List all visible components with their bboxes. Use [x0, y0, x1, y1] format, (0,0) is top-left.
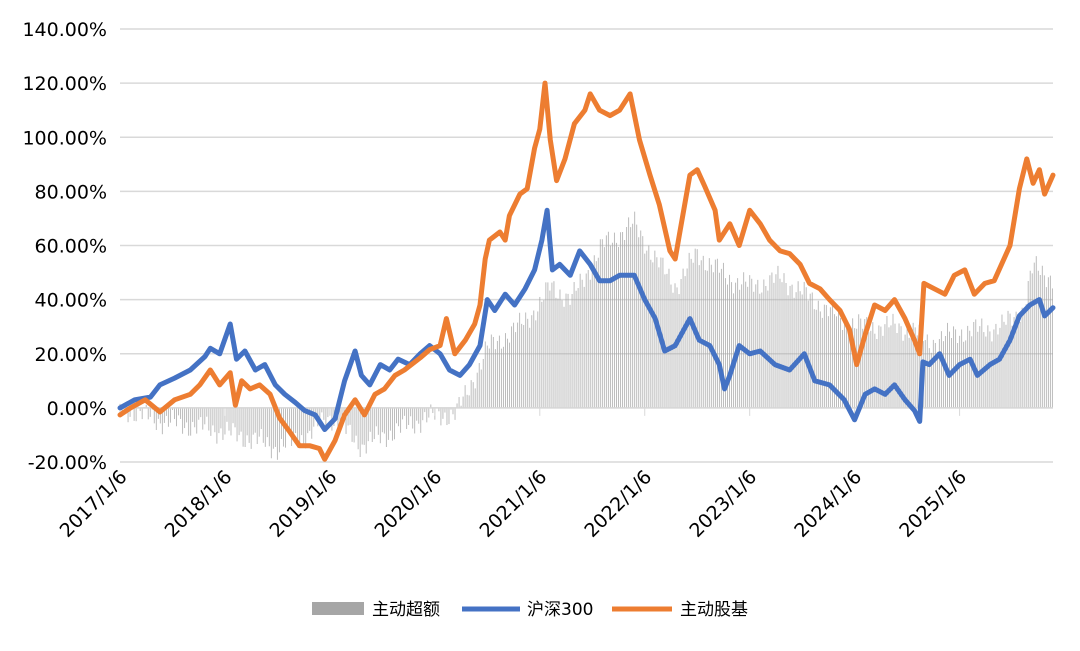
y-tick-label: 140.00% — [22, 19, 107, 41]
x-tick-label: 2020/1/6 — [370, 466, 446, 542]
y-axis-labels: -20.00% 0.00% 20.00% 40.00% 60.00% 80.00% 100.… — [22, 19, 107, 474]
y-tick-label: 80.00% — [35, 181, 107, 203]
legend-swatch-excess — [312, 602, 364, 615]
legend-label-active: 主动股基 — [680, 600, 748, 620]
x-tick-label: 2017/1/6 — [56, 466, 132, 542]
x-tick-label: 2025/1/6 — [895, 466, 971, 542]
x-tick-label: 2019/1/6 — [266, 466, 342, 542]
x-axis: 2017/1/6 2018/1/6 2019/1/6 2020/1/6 2021/1/6… — [56, 407, 1053, 542]
y-tick-label: -20.00% — [28, 452, 107, 474]
series-lines — [117, 80, 1056, 462]
legend-label-hs300: 沪深300 — [527, 600, 593, 620]
y-tick-label: 40.00% — [35, 290, 107, 312]
legend: 主动超额 沪深300 主动股基 — [312, 600, 748, 620]
x-tick-label: 2018/1/6 — [161, 466, 237, 542]
x-tick-label: 2021/1/6 — [475, 466, 551, 542]
x-tick-label: 2022/1/6 — [580, 466, 656, 542]
y-tick-label: 100.00% — [22, 127, 107, 149]
active-fund-line — [117, 80, 1056, 462]
y-tick-label: 0.00% — [47, 398, 107, 420]
legend-label-excess: 主动超额 — [372, 600, 440, 620]
y-tick-label: 120.00% — [22, 73, 107, 95]
hs300-line — [117, 207, 1056, 432]
y-tick-label: 20.00% — [35, 344, 107, 366]
x-tick-label: 2023/1/6 — [685, 466, 761, 542]
y-tick-label: 60.00% — [35, 236, 107, 258]
x-tick-label: 2024/1/6 — [790, 466, 866, 542]
excess-bars — [119, 211, 1053, 460]
